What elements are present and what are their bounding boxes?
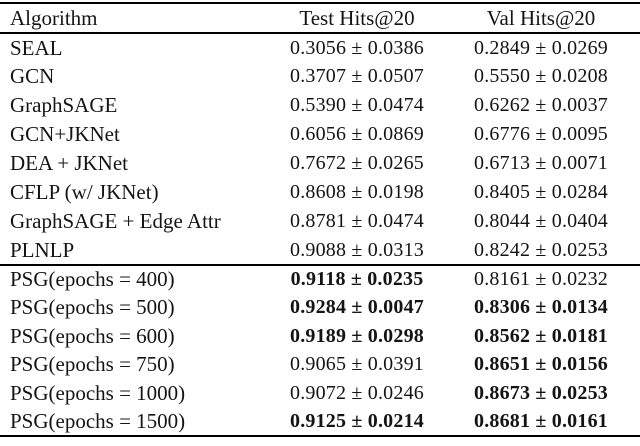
table-row: PSG(epochs = 1000) 0.9072 ± 0.0246 0.867… [0, 379, 640, 408]
algorithm-cell: PSG(epochs = 1000) [10, 380, 186, 405]
val-hits-cell: 0.8681 ± 0.0161 [474, 409, 608, 432]
algorithm-cell: PLNLP [10, 237, 75, 262]
table-row: PSG(epochs = 500) 0.9284 ± 0.0047 0.8306… [0, 294, 640, 323]
test-hits-cell: 0.7672 ± 0.0265 [290, 152, 424, 174]
val-hits-cell: 0.8242 ± 0.0253 [474, 238, 608, 261]
algorithm-cell: GraphSAGE + Edge Attr [10, 209, 221, 233]
column-header-val-hits: Val Hits@20 [442, 3, 640, 34]
table-row: PSG(epochs = 400) 0.9118 ± 0.0235 0.8161… [0, 264, 640, 294]
table-row: GraphSAGE + Edge Attr 0.8781 ± 0.0474 0.… [0, 207, 640, 236]
val-hits-cell: 0.8562 ± 0.0181 [474, 324, 608, 347]
val-hits-cell: 0.6776 ± 0.0095 [474, 123, 608, 145]
table-row: PSG(epochs = 600) 0.9189 ± 0.0298 0.8562… [0, 322, 640, 351]
algorithm-cell: PSG(epochs = 400) [0, 264, 272, 294]
val-hits-cell: 0.6713 ± 0.0071 [474, 152, 608, 174]
test-hits-cell: 0.9072 ± 0.0246 [290, 381, 424, 404]
table-row: GraphSAGE 0.5390 ± 0.0474 0.6262 ± 0.003… [0, 91, 640, 120]
results-table: Algorithm Test Hits@20 Val Hits@20 SEAL … [0, 2, 640, 437]
val-hits-cell: 0.8161 ± 0.0232 [442, 264, 640, 294]
baseline-rows-group: SEAL 0.3056 ± 0.0386 0.2849 ± 0.0269 GCN… [0, 33, 640, 265]
algorithm-cell: GCN+JKNet [10, 122, 120, 146]
test-hits-cell: 0.6056 ± 0.0869 [290, 123, 424, 145]
algorithm-cell: GraphSAGE [10, 93, 118, 117]
algorithm-cell: PSG(epochs = 500) [10, 295, 175, 320]
test-hits-cell: 0.8608 ± 0.0198 [290, 181, 424, 203]
test-hits-cell: 0.8781 ± 0.0474 [290, 210, 424, 232]
val-hits-cell: 0.6262 ± 0.0037 [474, 94, 608, 116]
algorithm-cell: DEA + JKNet [10, 151, 129, 175]
algorithm-cell: PSG(epochs = 1500) [10, 408, 186, 433]
algorithm-cell: PSG(epochs = 600) [10, 323, 175, 348]
algorithm-cell: GCN [10, 64, 55, 88]
table-row: SEAL 0.3056 ± 0.0386 0.2849 ± 0.0269 [0, 33, 640, 62]
val-hits-cell: 0.5550 ± 0.0208 [474, 65, 608, 87]
val-hits-cell: 0.2849 ± 0.0269 [474, 36, 608, 59]
test-hits-cell: 0.9284 ± 0.0047 [290, 296, 424, 319]
test-hits-cell: 0.9065 ± 0.0391 [290, 353, 424, 376]
val-hits-cell: 0.8306 ± 0.0134 [474, 296, 608, 319]
val-hits-cell: 0.8651 ± 0.0156 [474, 353, 608, 376]
algorithm-cell: PSG(epochs = 750) [10, 352, 175, 377]
table-row: PSG(epochs = 750) 0.9065 ± 0.0391 0.8651… [0, 351, 640, 380]
val-hits-cell: 0.8044 ± 0.0404 [474, 210, 608, 232]
algorithm-cell: SEAL [10, 35, 63, 60]
table-header: Algorithm Test Hits@20 Val Hits@20 [0, 3, 640, 34]
psg-rows-group: PSG(epochs = 400) 0.9118 ± 0.0235 0.8161… [0, 264, 640, 437]
algorithm-cell: CFLP (w/ JKNet) [10, 180, 159, 204]
table-row: GCN+JKNet 0.6056 ± 0.0869 0.6776 ± 0.009… [0, 120, 640, 149]
column-header-algorithm: Algorithm [0, 3, 272, 34]
test-hits-cell: 0.9189 ± 0.0298 [290, 324, 424, 347]
test-hits-cell: 0.3707 ± 0.0507 [290, 65, 424, 87]
header-row: Algorithm Test Hits@20 Val Hits@20 [0, 3, 640, 34]
table-row: PSG(epochs = 1500) 0.9125 ± 0.0214 0.868… [0, 408, 640, 437]
test-hits-cell: 0.3056 ± 0.0386 [290, 36, 424, 59]
test-hits-cell: 0.9125 ± 0.0214 [290, 409, 424, 432]
column-header-test-hits: Test Hits@20 [272, 3, 442, 34]
table-row: PLNLP 0.9088 ± 0.0313 0.8242 ± 0.0253 [0, 236, 640, 265]
val-hits-cell: 0.8673 ± 0.0253 [474, 381, 608, 404]
test-hits-cell: 0.9088 ± 0.0313 [290, 238, 424, 261]
table-row: CFLP (w/ JKNet) 0.8608 ± 0.0198 0.8405 ±… [0, 178, 640, 207]
table-row: DEA + JKNet 0.7672 ± 0.0265 0.6713 ± 0.0… [0, 149, 640, 178]
table-row: GCN 0.3707 ± 0.0507 0.5550 ± 0.0208 [0, 62, 640, 91]
val-hits-cell: 0.8405 ± 0.0284 [474, 181, 608, 203]
test-hits-cell: 0.9118 ± 0.0235 [272, 264, 442, 294]
test-hits-cell: 0.5390 ± 0.0474 [290, 94, 424, 116]
